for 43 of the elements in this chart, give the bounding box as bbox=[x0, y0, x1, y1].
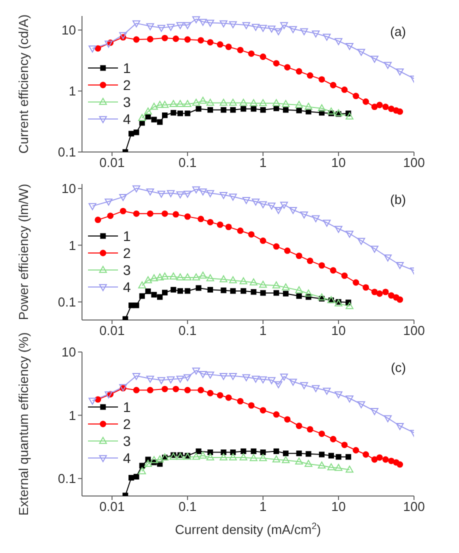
legend-label: 3 bbox=[123, 262, 131, 278]
y-axis-title: External quantum efficiency (%) bbox=[16, 332, 31, 516]
legend-label: 2 bbox=[123, 77, 131, 94]
x-tick-label: 100 bbox=[403, 155, 425, 170]
legend-label: 4 bbox=[123, 450, 131, 466]
x-tick-label: 100 bbox=[403, 323, 425, 338]
y-tick-label: 1 bbox=[68, 84, 76, 99]
y-tick-label: 10 bbox=[62, 181, 76, 196]
y-tick-label: 0.1 bbox=[58, 144, 76, 160]
x-tick-label: 10 bbox=[331, 323, 346, 338]
x-tick-label: 0.1 bbox=[178, 323, 197, 338]
x-tick-label: 0.01 bbox=[99, 155, 125, 170]
y-tick-label: 0.1 bbox=[58, 471, 76, 486]
legend-label: 3 bbox=[123, 94, 131, 110]
x-tick-label: 10 bbox=[331, 155, 346, 170]
annotation: (c) bbox=[390, 360, 406, 375]
y-tick-label: 10 bbox=[62, 344, 76, 360]
x-tick-label: 0.1 bbox=[178, 499, 197, 514]
y-tick-label: 10 bbox=[62, 22, 76, 38]
x-tick-label: 1 bbox=[259, 323, 267, 338]
legend-label: 4 bbox=[123, 111, 131, 128]
y-axis-title: Current efficiency (cd/A) bbox=[16, 14, 31, 154]
legend-label: 3 bbox=[123, 432, 131, 449]
y-tick-label: 1 bbox=[68, 408, 76, 423]
x-tick-label: 10 bbox=[331, 499, 346, 514]
x-axis-title: Current density (mA/cm$^{2}$) bbox=[175, 521, 321, 537]
x-tick-label: 0.01 bbox=[99, 323, 125, 338]
y-axis-title: Power efficiency (lm/W) bbox=[16, 184, 31, 320]
x-tick-label: 100 bbox=[403, 499, 425, 514]
x-tick-label: 0.01 bbox=[99, 499, 125, 514]
x-tick-label: 0.1 bbox=[178, 155, 197, 170]
legend-label: 2 bbox=[123, 416, 131, 432]
legend-label: 4 bbox=[123, 279, 131, 296]
legend-label: 1 bbox=[123, 60, 131, 76]
y-tick-label: 1 bbox=[68, 238, 76, 253]
annotation: (a) bbox=[390, 24, 406, 39]
legend-label: 1 bbox=[123, 228, 131, 244]
x-tick-label: 1 bbox=[259, 499, 267, 514]
x-tick-label: 1 bbox=[259, 155, 267, 170]
legend-label: 1 bbox=[123, 398, 131, 415]
annotation: (b) bbox=[390, 192, 406, 207]
legend-label: 2 bbox=[123, 245, 131, 262]
y-tick-label: 0.1 bbox=[58, 294, 76, 310]
